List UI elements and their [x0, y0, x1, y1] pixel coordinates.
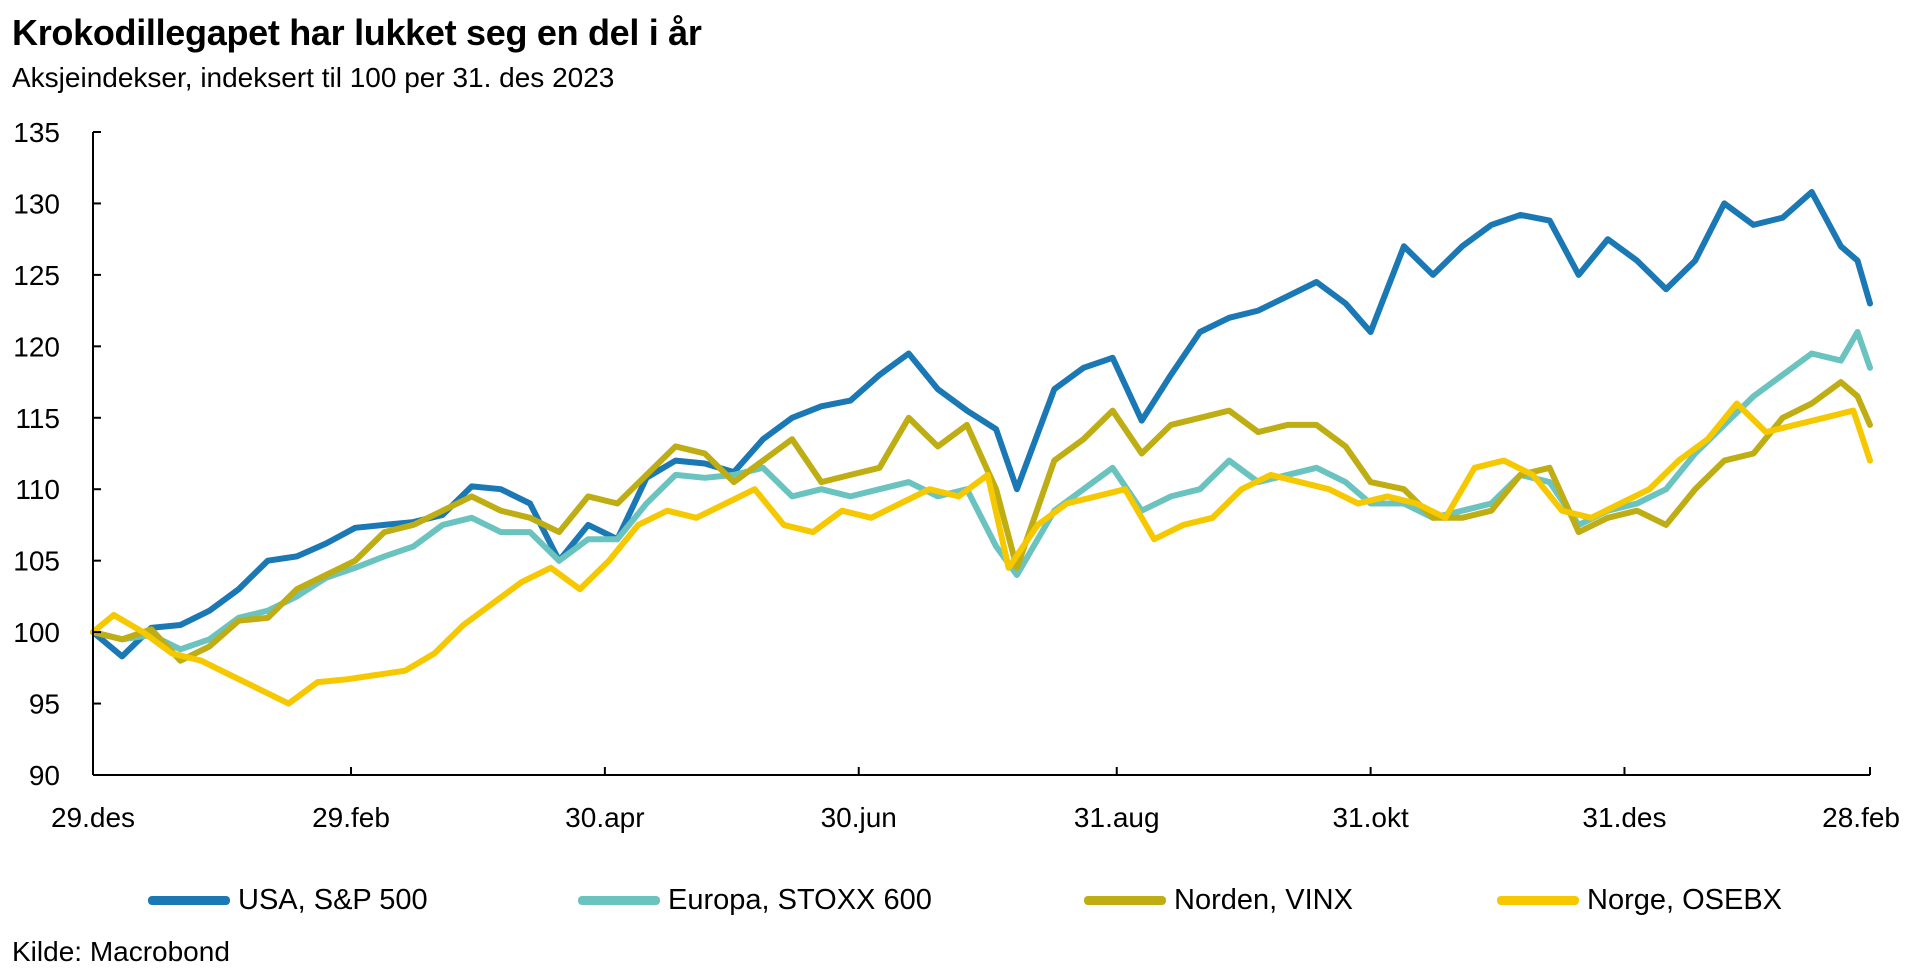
line-chart: 90 95 100 105 110 115 120 125 130 135 29.des 29.feb… — [13, 117, 1900, 833]
y-tick-label: 100 — [13, 617, 60, 648]
series-line-norge-osebx — [90, 400, 1873, 707]
chart-subtitle: Aksjeindekser, indeksert til 100 per 31.… — [12, 62, 615, 93]
legend-swatch-norge — [1497, 895, 1579, 905]
x-tick-label: 28.feb — [1822, 802, 1900, 833]
legend-label-norge: Norge, OSEBX — [1587, 883, 1783, 916]
series-line-usa-s-p-500 — [90, 189, 1873, 660]
y-tick-label: 135 — [13, 117, 60, 148]
x-tick-label: 30.apr — [565, 802, 644, 833]
legend-item-norden: Norden, VINX — [1084, 878, 1353, 922]
series-layer — [90, 189, 1873, 707]
x-tick-label: 30.jun — [821, 802, 897, 833]
legend-item-europa: Europa, STOXX 600 — [578, 878, 932, 922]
legend-item-usa: USA, S&P 500 — [148, 878, 428, 922]
y-tick-label: 105 — [13, 546, 60, 577]
x-tick-label: 29.feb — [312, 802, 390, 833]
y-tick-label: 90 — [29, 760, 60, 791]
legend-swatch-norden — [1084, 895, 1166, 905]
x-tick-label: 31.aug — [1074, 802, 1160, 833]
x-tick-label: 29.des — [51, 802, 135, 833]
y-tick-label: 130 — [13, 188, 60, 219]
chart-title: Krokodillegapet har lukket seg en del i … — [12, 12, 702, 53]
legend-swatch-europa — [578, 895, 660, 905]
y-tick-label: 115 — [15, 403, 60, 434]
legend-item-norge: Norge, OSEBX — [1497, 878, 1782, 922]
y-tick-label: 95 — [29, 689, 60, 720]
x-tick-label: 31.okt — [1332, 802, 1408, 833]
series-line-europa-stoxx-600 — [90, 329, 1873, 653]
x-tick-label: 31.des — [1582, 802, 1666, 833]
legend-label-europa: Europa, STOXX 600 — [668, 883, 932, 916]
legend-label-usa: USA, S&P 500 — [238, 883, 428, 916]
series-line-norden-vinx — [90, 379, 1873, 664]
legend-swatch-usa — [148, 895, 230, 905]
axis-layer: 90 95 100 105 110 115 120 125 130 135 29.des 29.feb… — [13, 117, 1900, 833]
source-note: Kilde: Macrobond — [12, 936, 230, 967]
y-tick-label: 110 — [15, 474, 60, 505]
legend: USA, S&P 500 Europa, STOXX 600 Norden, V… — [0, 878, 1920, 922]
legend-label-norden: Norden, VINX — [1174, 883, 1353, 916]
y-tick-label: 120 — [13, 331, 60, 362]
y-tick-label: 125 — [13, 260, 60, 291]
